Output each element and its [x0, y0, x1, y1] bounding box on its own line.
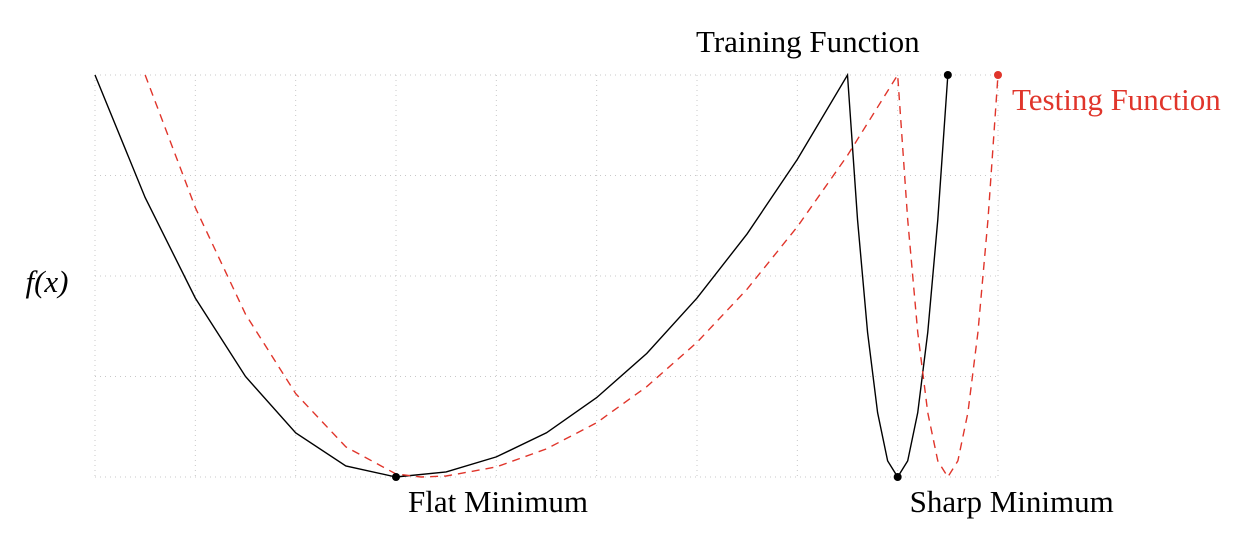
- end-point: [943, 71, 952, 79]
- annotation-point: [392, 473, 400, 481]
- end-point: [994, 71, 1002, 79]
- series-label: Training Function: [696, 24, 920, 59]
- y-axis-label: f(x): [25, 264, 68, 299]
- series-label: Testing Function: [1012, 82, 1221, 117]
- line-series: [94, 72, 949, 479]
- line-series: [144, 72, 999, 479]
- annotation-point: [893, 473, 902, 481]
- annotation-label: Sharp Minimum: [910, 484, 1114, 519]
- annotation-label: Flat Minimum: [408, 484, 588, 519]
